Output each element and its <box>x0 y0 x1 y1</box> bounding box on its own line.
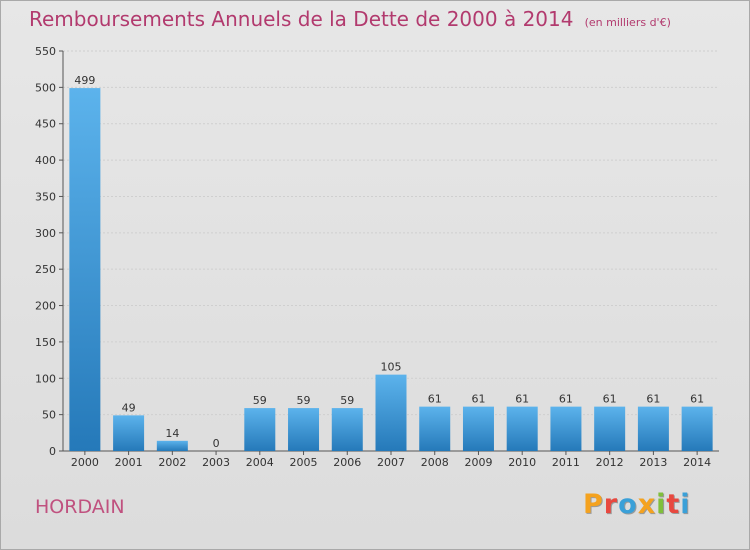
bar <box>244 408 276 451</box>
data-label: 59 <box>297 394 311 407</box>
data-label: 59 <box>340 394 354 407</box>
x-tick-label: 2010 <box>508 456 536 469</box>
brand-letter: r <box>603 489 619 520</box>
y-tick-label: 350 <box>35 190 56 203</box>
y-tick-label: 100 <box>35 372 56 385</box>
bar <box>156 440 188 451</box>
chart-title-text: Remboursements Annuels de la Dette de 20… <box>29 7 574 31</box>
x-tick-label: 2006 <box>333 456 361 469</box>
data-label: 61 <box>603 393 617 406</box>
y-tick-labels: 0 50 100 150 200 250 300 350 400 450 500 550 <box>35 45 56 458</box>
bar <box>594 406 626 451</box>
y-tick-label: 250 <box>35 263 56 276</box>
chart-title: Remboursements Annuels de la Dette de 20… <box>29 7 671 31</box>
bar <box>681 406 713 451</box>
bar <box>419 406 451 451</box>
x-tick-labels: 2000 2001 2002 2003 2004 2005 2006 2007 2008 2009… <box>71 456 711 469</box>
y-tick-label: 150 <box>35 336 56 349</box>
data-label: 61 <box>646 393 660 406</box>
y-tick-label: 0 <box>49 445 56 458</box>
x-tick-label: 2003 <box>202 456 230 469</box>
y-tick-label: 400 <box>35 154 56 167</box>
x-tick-label: 2002 <box>158 456 186 469</box>
bar <box>637 406 669 451</box>
x-tick-label: 2011 <box>552 456 580 469</box>
bar <box>69 88 101 451</box>
brand-letter: i <box>656 489 667 520</box>
bar <box>462 406 494 451</box>
bar <box>288 408 320 451</box>
x-tick-label: 2005 <box>290 456 318 469</box>
bar <box>375 374 407 451</box>
brand-letter: o <box>618 489 638 520</box>
x-tick-label: 2000 <box>71 456 99 469</box>
x-tick-label: 2007 <box>377 456 405 469</box>
bar <box>506 406 538 451</box>
brand-letter: i <box>680 489 691 520</box>
x-tick-label: 2004 <box>246 456 274 469</box>
data-label: 61 <box>690 393 704 406</box>
data-label: 61 <box>471 393 485 406</box>
commune-name: HORDAIN <box>35 496 125 518</box>
y-tick-label: 550 <box>35 45 56 58</box>
brand-letter: t <box>666 489 681 520</box>
bar <box>331 408 363 451</box>
chart-unit: (en milliers d'€) <box>584 16 671 29</box>
data-label: 61 <box>428 393 442 406</box>
data-label: 61 <box>515 393 529 406</box>
y-tick-label: 50 <box>42 409 56 422</box>
data-label: 0 <box>213 437 220 450</box>
x-tick-label: 2012 <box>596 456 624 469</box>
x-tick-label: 2009 <box>464 456 492 469</box>
bar <box>550 406 582 451</box>
x-tick-label: 2013 <box>639 456 667 469</box>
y-tick-label: 450 <box>35 118 56 131</box>
data-label: 49 <box>122 401 136 414</box>
data-label: 59 <box>253 394 267 407</box>
bars <box>69 88 713 451</box>
x-tick-label: 2001 <box>115 456 143 469</box>
x-tick-label: 2008 <box>421 456 449 469</box>
y-tick-label: 200 <box>35 300 56 313</box>
y-tick-label: 300 <box>35 227 56 240</box>
bar <box>113 415 145 451</box>
data-label: 105 <box>381 361 402 374</box>
data-label: 14 <box>165 427 179 440</box>
y-tick-label: 500 <box>35 81 56 94</box>
brand-logo: Proxiti <box>583 489 691 520</box>
x-tick-label: 2014 <box>683 456 711 469</box>
data-labels: 499 49 14 0 59 59 59 105 61 61 61 61 61 61 61 <box>74 74 704 450</box>
data-label: 61 <box>559 393 573 406</box>
brand-letter: x <box>637 489 657 520</box>
data-label: 499 <box>74 74 95 87</box>
brand-letter: P <box>583 489 604 520</box>
